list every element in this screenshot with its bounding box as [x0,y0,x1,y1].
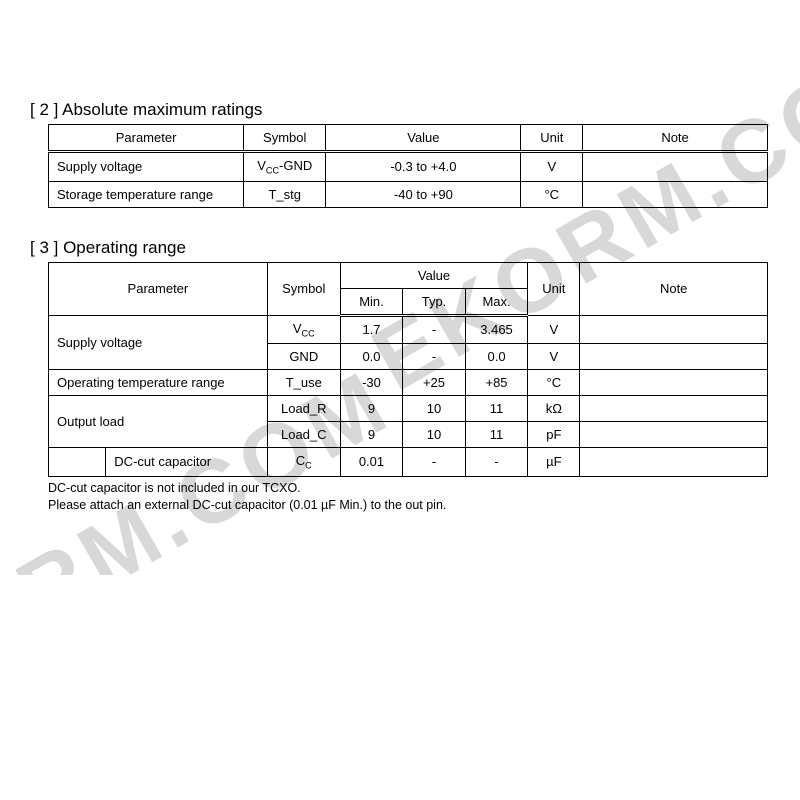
column-header: Max. [465,288,528,315]
cell-unit: °C [521,181,583,207]
section-title: [ 2 ] Absolute maximum ratings [30,100,770,120]
cell-max: - [465,448,528,477]
cell-symbol: T_use [267,370,340,396]
column-header: Unit [521,125,583,152]
cell-note [580,370,768,396]
cell-min: 9 [340,422,403,448]
column-header: Value [326,125,521,152]
column-header: Value [340,262,528,288]
cell-symbol: Load_C [267,422,340,448]
cell-max: 11 [465,422,528,448]
cell-spacer [49,448,106,477]
column-header: Typ. [403,288,466,315]
cell-min: 0.0 [340,344,403,370]
cell-symbol: Load_R [267,396,340,422]
cell-value: -40 to +90 [326,181,521,207]
table-row: Operating temperature rangeT_use-30+25+8… [49,370,768,396]
footnote-line: DC-cut capacitor is not included in our … [48,480,770,498]
cell-parameter: Supply voltage [49,152,244,182]
column-header: Unit [528,262,580,315]
column-header: Symbol [244,125,326,152]
cell-typ: - [403,448,466,477]
table-row: Supply voltageVCC-GND-0.3 to +4.0V [49,152,768,182]
cell-max: +85 [465,370,528,396]
column-header: Parameter [49,262,268,315]
cell-max: 11 [465,396,528,422]
operating-range-table: ParameterSymbolValueUnitNote Min.Typ.Max.… [48,262,768,477]
table-row: DC-cut capacitorCC0.01--µF [49,448,768,477]
cell-symbol: CC [267,448,340,477]
column-header: Parameter [49,125,244,152]
footnote: DC-cut capacitor is not included in our … [48,480,770,515]
cell-note [580,448,768,477]
cell-max: 3.465 [465,315,528,344]
cell-note [580,396,768,422]
cell-max: 0.0 [465,344,528,370]
table-row: Output loadLoad_R91011kΩ [49,396,768,422]
cell-note [583,152,768,182]
cell-symbol: T_stg [244,181,326,207]
cell-note [580,344,768,370]
cell-symbol: VCC-GND [244,152,326,182]
cell-unit: V [521,152,583,182]
table-row: Storage temperature rangeT_stg-40 to +90… [49,181,768,207]
column-header: Min. [340,288,403,315]
footnote-line: Please attach an external DC-cut capacit… [48,497,770,515]
cell-symbol: VCC [267,315,340,344]
cell-symbol: GND [267,344,340,370]
cell-typ: - [403,315,466,344]
cell-parameter: Supply voltage [49,315,268,370]
cell-min: 1.7 [340,315,403,344]
cell-parameter: DC-cut capacitor [106,448,268,477]
cell-min: 0.01 [340,448,403,477]
cell-note [580,422,768,448]
cell-value: -0.3 to +4.0 [326,152,521,182]
cell-parameter: Output load [49,396,268,448]
cell-unit: kΩ [528,396,580,422]
cell-unit: V [528,344,580,370]
section-operating-range: [ 3 ] Operating range ParameterSymbolVal… [30,238,770,515]
cell-min: -30 [340,370,403,396]
cell-parameter: Operating temperature range [49,370,268,396]
abs-max-table: ParameterSymbolValueUnitNote Supply volt… [48,124,768,208]
column-header: Symbol [267,262,340,315]
cell-unit: µF [528,448,580,477]
cell-unit: pF [528,422,580,448]
table-row: Supply voltageVCC1.7-3.465V [49,315,768,344]
column-header: Note [583,125,768,152]
section-absolute-maximum-ratings: [ 2 ] Absolute maximum ratings Parameter… [30,100,770,208]
cell-typ: - [403,344,466,370]
cell-typ: +25 [403,370,466,396]
cell-parameter: Storage temperature range [49,181,244,207]
cell-note [580,315,768,344]
cell-unit: V [528,315,580,344]
column-header: Note [580,262,768,315]
cell-typ: 10 [403,396,466,422]
cell-unit: °C [528,370,580,396]
cell-typ: 10 [403,422,466,448]
section-title: [ 3 ] Operating range [30,238,770,258]
cell-min: 9 [340,396,403,422]
cell-note [583,181,768,207]
